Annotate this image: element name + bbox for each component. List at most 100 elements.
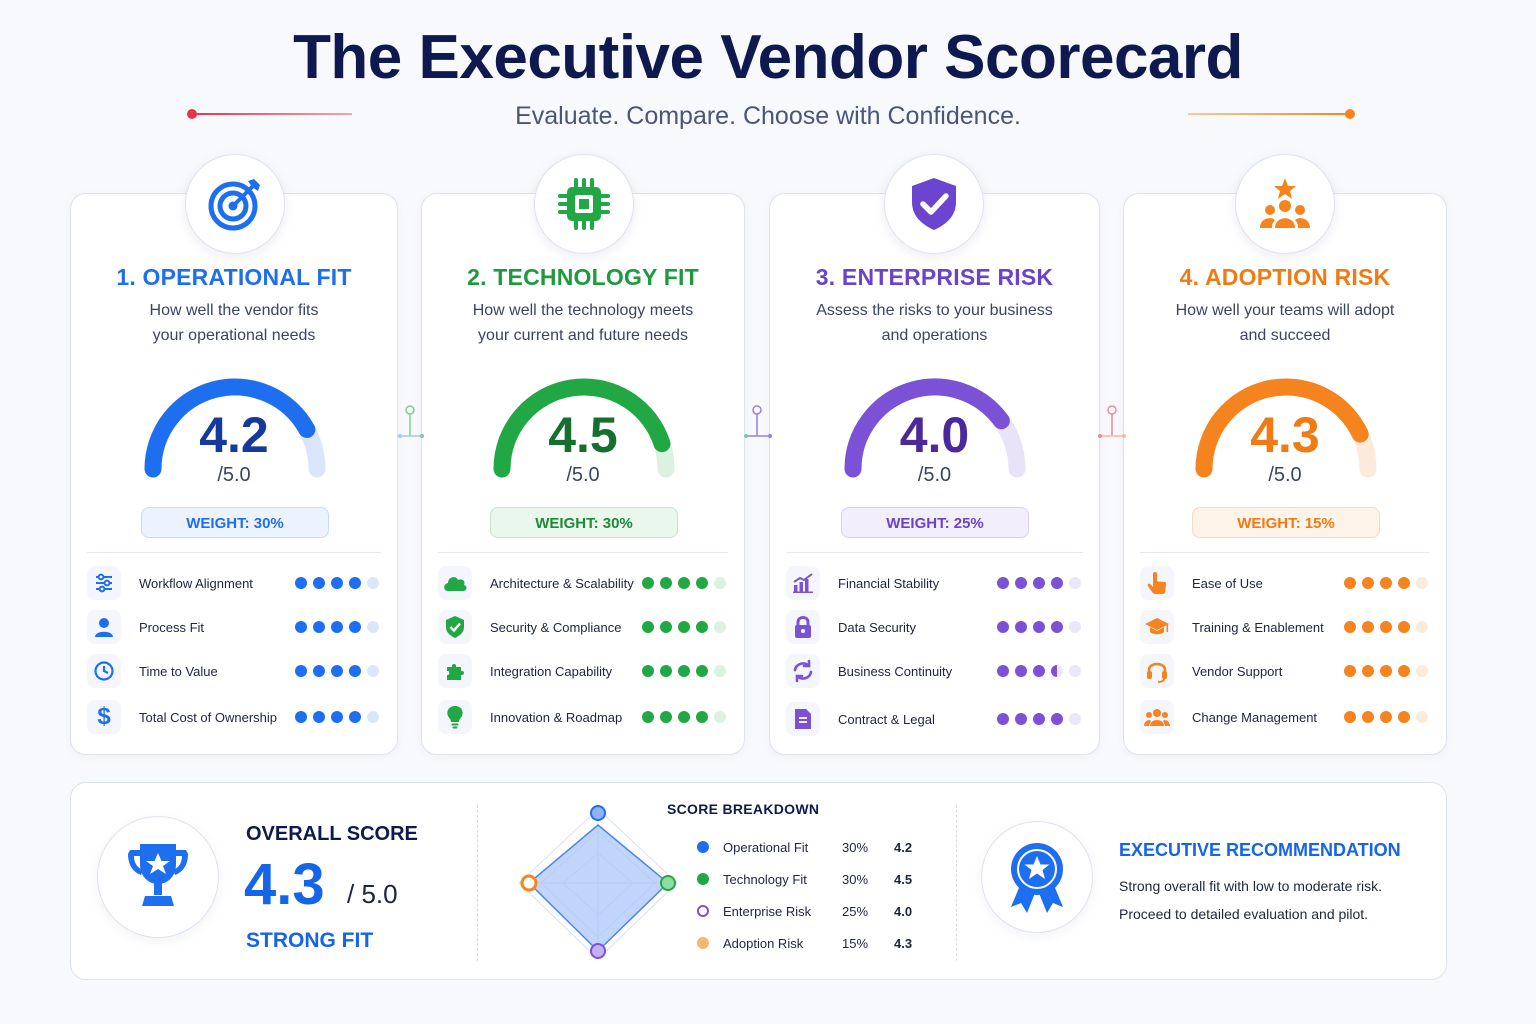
overall-verdict: STRONG FIT	[246, 929, 374, 952]
divider	[87, 552, 381, 553]
score-value: 4.2	[199, 407, 269, 463]
cloud-icon	[438, 566, 472, 600]
score-gauge	[493, 378, 675, 478]
divider	[786, 552, 1083, 553]
card-description: Assess the risks to your business and op…	[816, 302, 1053, 344]
breakdown-row: Operational Fit 30% 4.2	[697, 837, 927, 857]
score-max: /5.0	[917, 464, 952, 486]
divider	[438, 552, 728, 553]
breakdown-weight: 30%	[842, 871, 869, 887]
rating-dot	[1051, 621, 1063, 633]
criterion-row: Innovation & Roadmap	[438, 699, 726, 735]
rating-dot	[1015, 665, 1027, 677]
rating-dot	[997, 665, 1009, 677]
radar-point-technology	[660, 875, 676, 891]
criterion-label: Vendor Support	[1192, 663, 1283, 679]
user-icon	[87, 610, 121, 644]
rating-dot	[367, 711, 379, 723]
rating-dots	[295, 621, 379, 633]
breakdown-row: Enterprise Risk 25% 4.0	[697, 901, 927, 921]
rating-dot	[1033, 713, 1045, 725]
card-title: 4. ADOPTION RISK	[1179, 264, 1391, 290]
criterion-row: Business Continuity	[786, 653, 1081, 689]
headset-icon	[1140, 654, 1174, 688]
breakdown-name: Enterprise Risk	[723, 903, 812, 919]
score-gauge	[144, 378, 326, 478]
rating-dot	[1051, 665, 1063, 677]
graduation-cap-icon	[1140, 610, 1174, 644]
rating-dot	[660, 711, 672, 723]
rating-dot	[1344, 665, 1356, 677]
score-max: /5.0	[217, 464, 251, 486]
criterion-label: Innovation & Roadmap	[490, 709, 623, 725]
recommendation-title: EXECUTIVE RECOMMENDATION	[1119, 840, 1401, 860]
recommendation-line: Strong overall fit with low to moderate …	[1119, 878, 1382, 894]
team-star-icon	[1235, 154, 1335, 254]
target-icon	[185, 154, 285, 254]
criterion-label: Change Management	[1192, 709, 1318, 725]
rating-dot	[1015, 577, 1027, 589]
rating-dot	[678, 577, 690, 589]
rating-dot	[1344, 621, 1356, 633]
legend-dot	[697, 937, 709, 949]
rating-dot	[660, 621, 672, 633]
rating-dot	[349, 665, 361, 677]
score-breakdown-title: SCORE BREAKDOWN	[667, 801, 820, 817]
rating-dots	[642, 577, 726, 589]
criterion-row: Change Management	[1140, 699, 1428, 735]
connector-2	[744, 405, 772, 438]
breakdown-row: Adoption Risk 15% 4.3	[697, 933, 927, 953]
weight-badge: WEIGHT: 25%	[841, 507, 1029, 538]
rating-dots	[1344, 621, 1428, 633]
rating-dot	[1069, 713, 1081, 725]
score-max: /5.0	[566, 464, 600, 486]
rating-dot	[1051, 713, 1063, 725]
team-icon	[1140, 700, 1174, 734]
criterion-row: Time to Value	[87, 653, 379, 689]
refresh-icon	[786, 654, 820, 688]
weight-badge: WEIGHT: 15%	[1192, 507, 1380, 538]
rating-dots	[642, 711, 726, 723]
rating-dot	[714, 621, 726, 633]
breakdown-name: Adoption Risk	[723, 935, 804, 951]
card-description: How well the vendor fits your operationa…	[149, 302, 319, 344]
award-ribbon-icon	[981, 821, 1093, 933]
rating-dot	[1398, 621, 1410, 633]
criterion-row: Contract & Legal	[786, 701, 1081, 737]
criterion-row: Ease of Use	[1140, 565, 1428, 601]
criterion-label: Contract & Legal	[838, 711, 935, 727]
score-gauge	[1195, 378, 1377, 478]
criterion-row: Process Fit	[87, 609, 379, 645]
rating-dot	[1344, 577, 1356, 589]
adoption-risk-card: 4. ADOPTION RISK How well your teams wil…	[1123, 154, 1447, 755]
criterion-label: Business Continuity	[838, 663, 953, 679]
puzzle-icon	[438, 654, 472, 688]
bar-chart-icon	[786, 566, 820, 600]
chip-icon	[534, 154, 634, 254]
rating-dot	[1015, 621, 1027, 633]
rating-dots	[997, 621, 1081, 633]
breakdown-name: Operational Fit	[723, 839, 809, 855]
rating-dot	[295, 577, 307, 589]
card-description: How well the technology meets your curre…	[472, 302, 694, 344]
breakdown-score: 4.0	[894, 903, 913, 919]
rating-dot	[660, 577, 672, 589]
rating-dot	[1416, 711, 1428, 723]
rating-dot	[1416, 621, 1428, 633]
divider	[956, 805, 957, 961]
dollar-icon: $	[87, 700, 121, 734]
recommendation-line: Proceed to detailed evaluation and pilot…	[1119, 906, 1369, 922]
rating-dot	[642, 577, 654, 589]
overall-score-value: 4.3	[244, 852, 325, 917]
overall-score-label: OVERALL SCORE	[246, 823, 418, 845]
rating-dots	[1344, 665, 1428, 677]
lock-icon	[786, 610, 820, 644]
radar-point-adoption	[520, 874, 538, 892]
sliders-icon	[87, 566, 121, 600]
technology-fit-card: 2. TECHNOLOGY FIT How well the technolog…	[421, 154, 745, 755]
rating-dot	[1398, 577, 1410, 589]
rating-dot	[349, 711, 361, 723]
rating-dots	[295, 577, 379, 589]
breakdown-weight: 25%	[842, 903, 869, 919]
shield-check-icon	[438, 610, 472, 644]
